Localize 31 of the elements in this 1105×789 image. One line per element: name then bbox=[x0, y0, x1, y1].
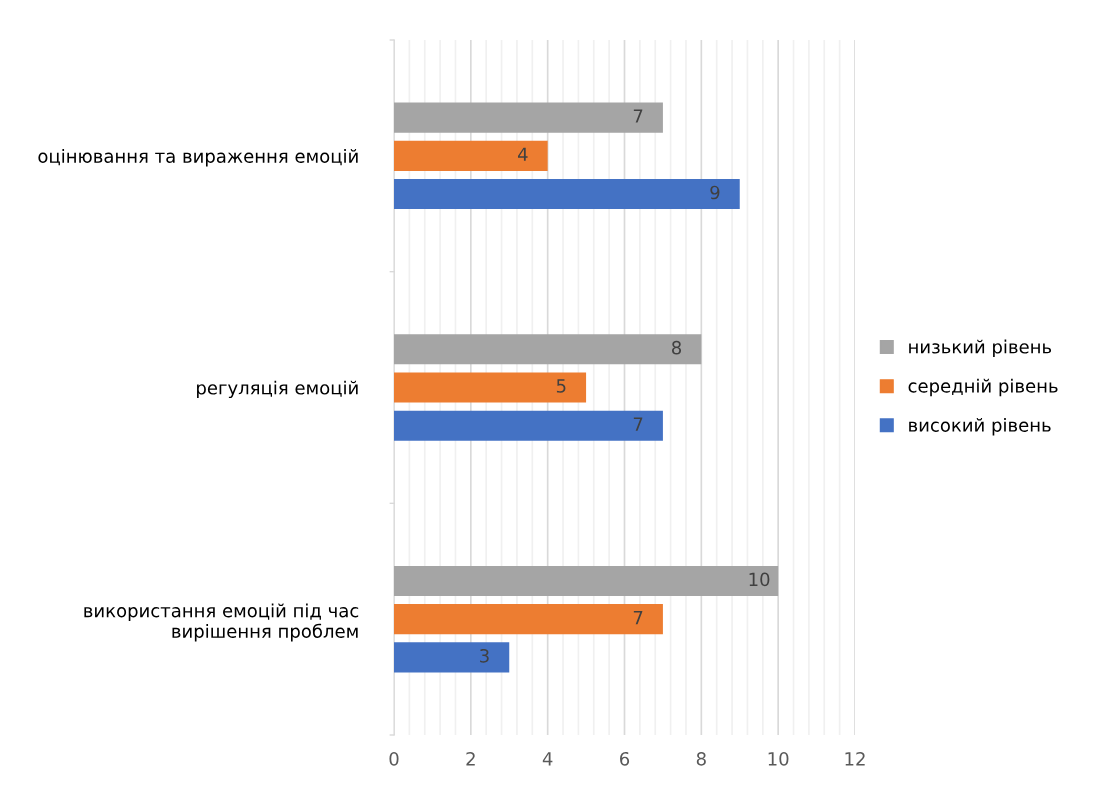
x-tick-label: 12 bbox=[845, 751, 865, 766]
bar bbox=[394, 410, 663, 441]
legend-label: високий рівень bbox=[909, 417, 1051, 436]
data-label: 3 bbox=[480, 648, 489, 663]
x-tick-label: 6 bbox=[620, 751, 630, 766]
y-tick-label: регуляція емоцій bbox=[197, 380, 358, 399]
x-tick-label: 4 bbox=[542, 752, 553, 766]
data-label: 5 bbox=[556, 379, 566, 393]
bar bbox=[394, 102, 663, 133]
y-tick-label: оцінювання та вираження емоцій bbox=[38, 148, 358, 167]
bar bbox=[394, 372, 587, 403]
bar bbox=[394, 642, 510, 673]
bar bbox=[394, 565, 779, 596]
legend-label: низький рівень bbox=[909, 339, 1052, 358]
data-label: 7 bbox=[633, 417, 643, 431]
bar bbox=[394, 140, 548, 171]
data-label: 9 bbox=[710, 185, 720, 200]
data-label: 7 bbox=[633, 109, 643, 123]
x-tick-label: 2 bbox=[466, 751, 475, 766]
data-label: 4 bbox=[517, 147, 528, 161]
data-label: 7 bbox=[633, 610, 643, 625]
data-label: 8 bbox=[672, 340, 682, 355]
data-label: 10 bbox=[749, 572, 770, 587]
x-tick-label: 0 bbox=[389, 751, 399, 766]
legend-label: середній рівень bbox=[908, 378, 1058, 397]
y-tick-label: використання емоцій під час вирішення проблем bbox=[84, 603, 359, 642]
bar bbox=[394, 334, 702, 365]
bar bbox=[394, 604, 663, 635]
bar bbox=[394, 179, 740, 210]
x-tick-label: 10 bbox=[768, 751, 789, 766]
x-tick-label: 8 bbox=[696, 751, 706, 766]
